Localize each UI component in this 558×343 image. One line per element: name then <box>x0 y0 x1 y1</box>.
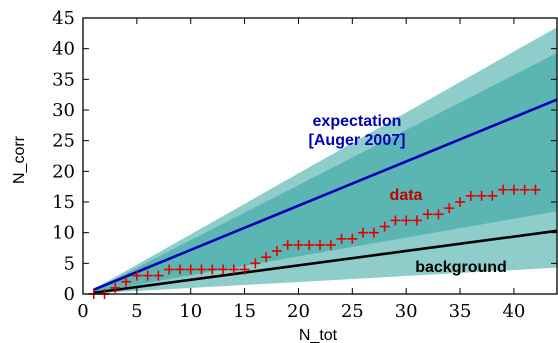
data-point <box>444 203 455 214</box>
data-point <box>508 184 519 195</box>
series-lines <box>93 98 558 295</box>
y-tick-label: 5 <box>64 253 75 274</box>
data-point <box>358 227 369 238</box>
x-tick-label: 30 <box>395 301 418 322</box>
x-tick-label: 25 <box>341 301 364 322</box>
x-tick-label: 15 <box>233 301 256 322</box>
plot-area <box>82 17 558 299</box>
data-point <box>465 190 476 201</box>
data-point <box>530 184 541 195</box>
data-point <box>455 197 466 207</box>
data-point <box>336 233 347 244</box>
x-tick-label: 10 <box>179 301 202 322</box>
data-point <box>196 264 207 275</box>
x-tick-label: 5 <box>131 301 142 322</box>
data-point <box>261 252 272 263</box>
data-point <box>411 215 422 226</box>
data-point <box>433 209 444 220</box>
data-point <box>174 264 185 275</box>
uncertainty-bands <box>93 27 557 294</box>
data-point <box>110 282 121 293</box>
data-point <box>304 239 315 250</box>
data-point <box>121 276 132 287</box>
data-point <box>131 270 142 281</box>
data-point <box>142 270 153 281</box>
data-point <box>401 215 412 226</box>
x-axis-label: N_tot <box>299 327 338 343</box>
data-point <box>218 264 229 275</box>
data-point <box>325 239 336 250</box>
data-annotation: data <box>390 187 423 204</box>
y-tick-label: 30 <box>52 100 75 121</box>
data-point <box>153 270 164 281</box>
y-tick-label: 40 <box>52 39 75 60</box>
x-tick-label: 35 <box>449 301 472 322</box>
data-point <box>519 184 530 195</box>
y-tick-label: 45 <box>52 8 75 29</box>
axis-ticks <box>82 17 557 295</box>
data-point <box>293 239 304 250</box>
expectation-annotation-line2: [Auger 2007] <box>309 132 406 149</box>
data-point <box>315 239 325 250</box>
x-tick-label: 0 <box>77 301 88 322</box>
data-point <box>379 221 390 232</box>
data-point <box>207 264 218 275</box>
data-point <box>390 215 401 226</box>
y-tick-label: 10 <box>52 223 75 244</box>
inner-band <box>93 52 557 293</box>
data-point <box>271 246 282 257</box>
x-tick-labels: 0 5 10 15 20 25 30 35 40 <box>77 301 525 322</box>
data-point <box>498 184 509 195</box>
x-tick-label: 20 <box>287 301 310 322</box>
y-tick-label: 20 <box>52 161 75 182</box>
data-point <box>185 264 196 275</box>
x-tick-label: 40 <box>502 301 525 322</box>
data-point <box>487 190 498 201</box>
y-tick-labels: 0 5 10 15 20 25 30 35 40 45 <box>52 8 75 305</box>
data-point <box>347 233 358 244</box>
background-line <box>93 229 558 295</box>
expectation-annotation-line1: expectation <box>313 113 402 130</box>
background-annotation: background <box>415 259 507 276</box>
data-point <box>282 239 293 250</box>
plot-frame <box>82 17 558 295</box>
data-point <box>239 264 250 275</box>
data-point <box>422 209 433 220</box>
y-axis-label: N_corr <box>11 135 28 184</box>
data-point <box>368 227 379 238</box>
y-tick-label: 15 <box>52 192 75 213</box>
data-point <box>250 258 261 269</box>
data-point <box>164 264 175 275</box>
y-tick-label: 35 <box>52 69 75 90</box>
y-tick-label: 0 <box>64 284 75 305</box>
data-point <box>476 190 487 201</box>
data-point <box>228 264 239 275</box>
y-tick-label: 25 <box>52 131 75 152</box>
expectation-line <box>93 98 558 291</box>
